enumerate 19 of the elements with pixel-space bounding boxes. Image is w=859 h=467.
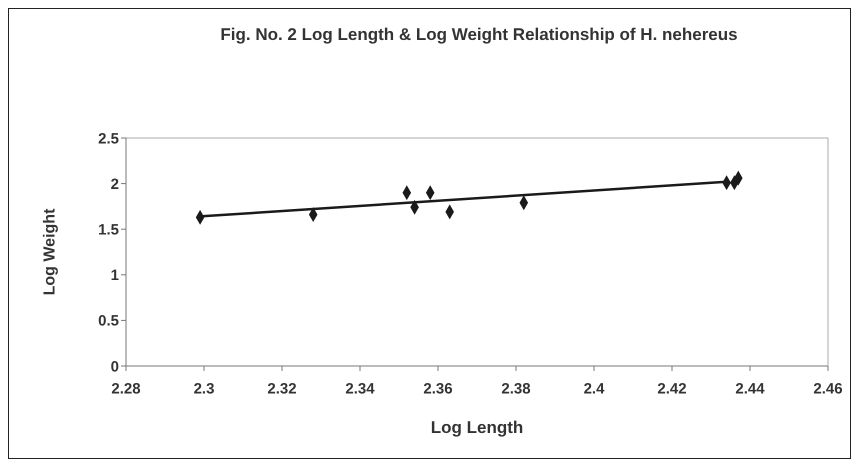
x-tick-label: 2.46 xyxy=(813,380,843,398)
y-tick-label: 1.5 xyxy=(98,222,119,239)
y-tick-label: 2.5 xyxy=(98,130,119,148)
x-tick-label: 2.28 xyxy=(111,380,141,398)
x-tick-label: 2.42 xyxy=(657,380,687,398)
x-tick-label: 2.34 xyxy=(345,380,376,398)
x-tick-label: 2.3 xyxy=(194,380,214,398)
y-tick-label: 2 xyxy=(110,176,119,193)
x-tick-label: 2.36 xyxy=(423,380,453,398)
y-axis-title: Log Weight xyxy=(42,208,59,296)
y-tick-label: 1 xyxy=(110,267,119,284)
x-tick-label: 2.32 xyxy=(267,380,297,398)
x-tick-label: 2.38 xyxy=(501,380,531,398)
x-tick-label: 2.4 xyxy=(584,380,606,398)
x-tick-label: 2.44 xyxy=(735,380,766,398)
y-tick-label: 0.5 xyxy=(98,312,119,330)
chart-title: Fig. No. 2 Log Length & Log Weight Relationship of H. nehereus xyxy=(219,24,739,46)
y-tick-label: 0 xyxy=(110,358,119,376)
x-axis-title: Log Length xyxy=(430,418,524,437)
